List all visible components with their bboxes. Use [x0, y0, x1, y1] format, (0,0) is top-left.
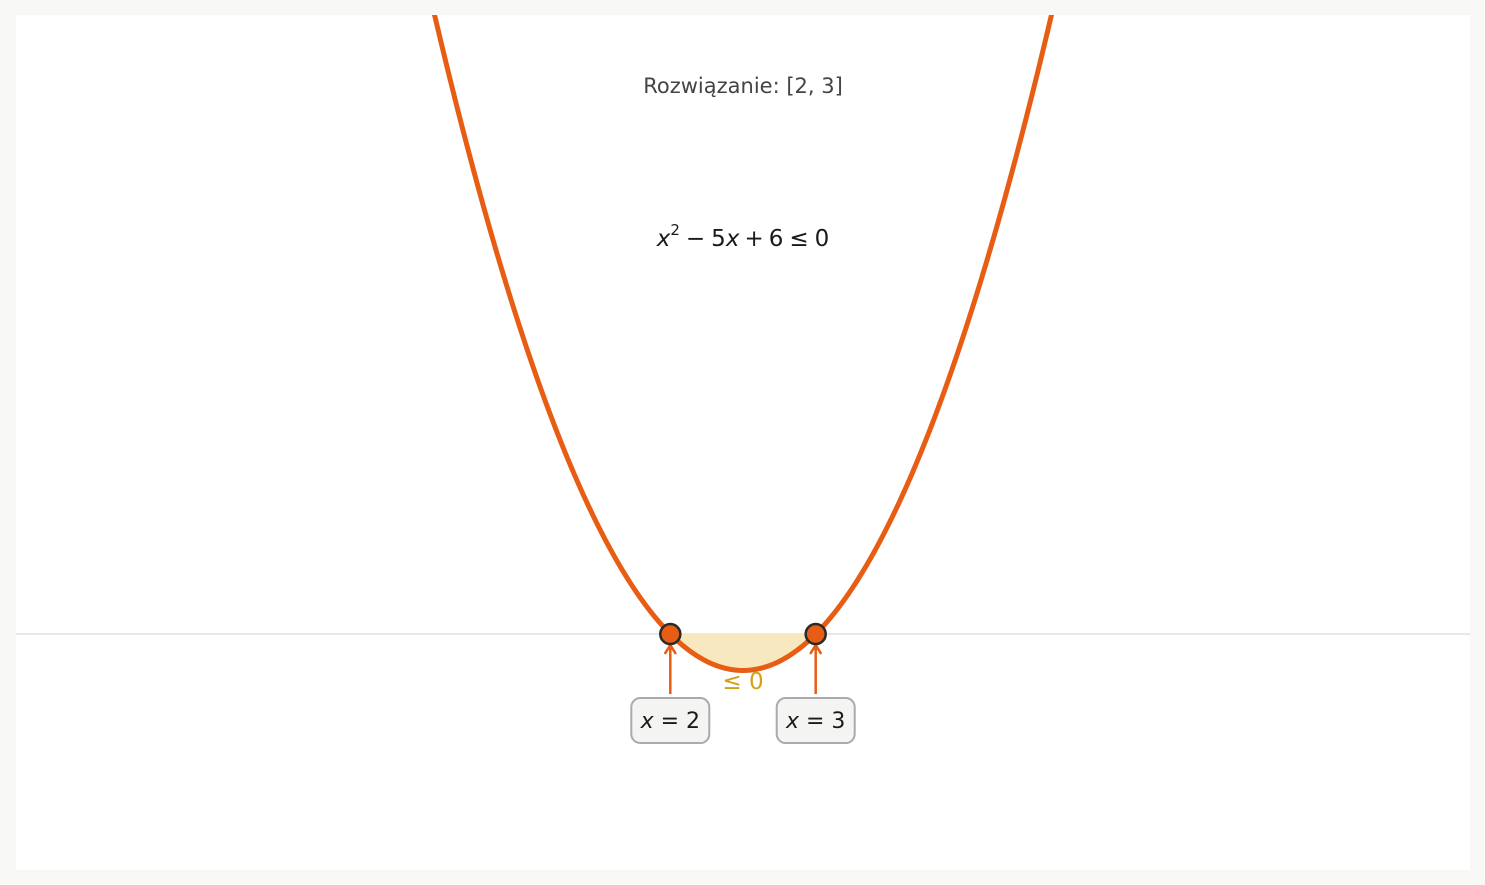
root-label-box-2 — [775, 697, 856, 745]
root-label-2: x = 3 — [785, 709, 845, 734]
eq-var-x-linear: x — [725, 226, 740, 252]
eq-rhs: 0 — [815, 226, 830, 252]
eq-minus-sign: − — [686, 226, 705, 252]
root-label-1: x = 2 — [640, 709, 700, 734]
region-label: ≤ 0 — [722, 669, 763, 695]
eq-plus-sign: + — [744, 226, 763, 252]
root-marker-1 — [659, 622, 682, 646]
root-label-box-1 — [630, 697, 711, 745]
eq-var-x: x — [656, 226, 671, 252]
eq-constant: 6 — [769, 226, 784, 252]
root-marker-2 — [804, 622, 827, 646]
chart-title: Rozwiązanie: [2, 3] — [643, 74, 843, 98]
parabola-curve — [431, 15, 1055, 673]
eq-relation: ≤ — [789, 226, 808, 252]
eq-coefficient: 5 — [711, 226, 726, 252]
inequality-equation: x2−5x +6 ≤0 — [656, 221, 830, 252]
eq-exponent: 2 — [670, 221, 680, 239]
